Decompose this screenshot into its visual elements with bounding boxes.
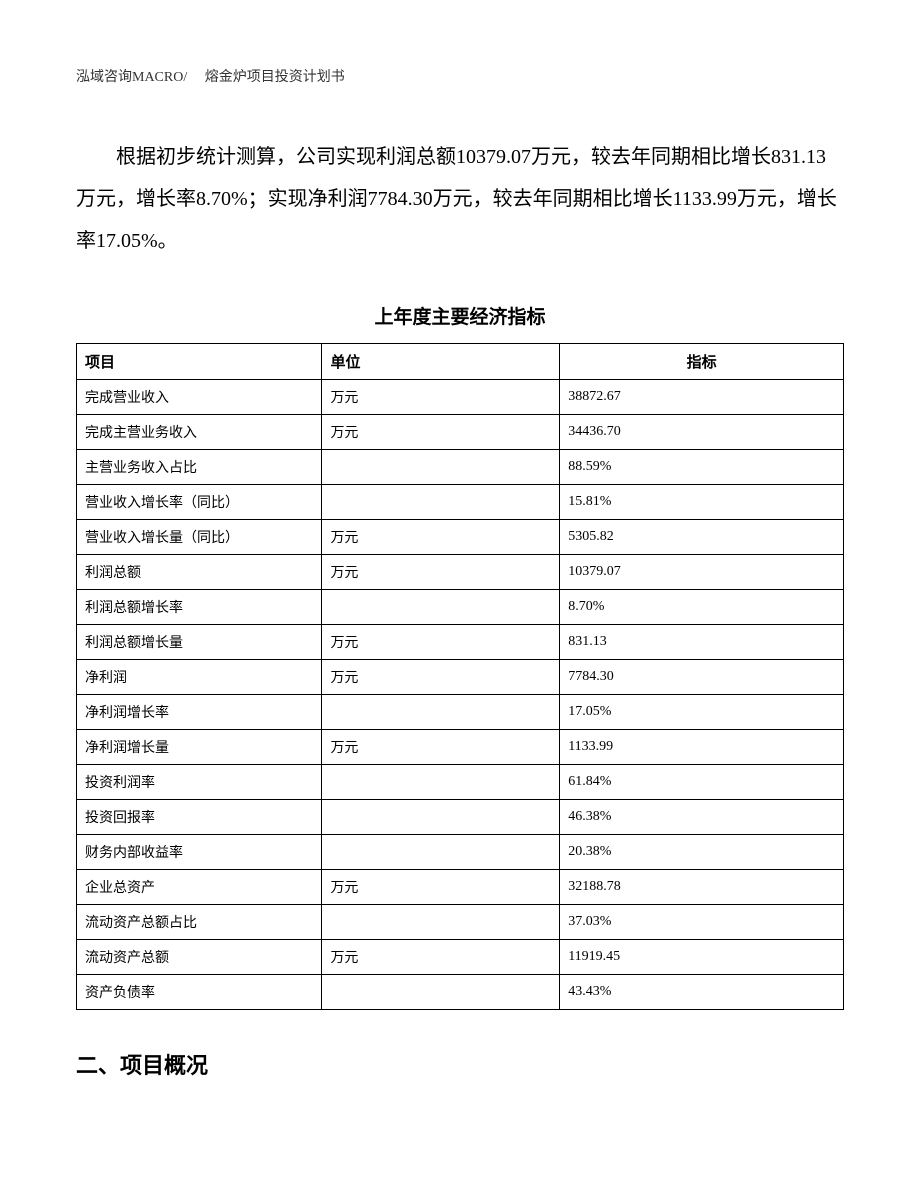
table-cell <box>322 590 560 625</box>
table-cell: 34436.70 <box>560 415 844 450</box>
table-row: 企业总资产万元32188.78 <box>77 870 844 905</box>
table-header-row: 项目 单位 指标 <box>77 344 844 380</box>
table-cell: 8.70% <box>560 590 844 625</box>
table-cell: 10379.07 <box>560 555 844 590</box>
table-cell: 万元 <box>322 730 560 765</box>
table-cell: 营业收入增长量（同比） <box>77 520 322 555</box>
table-cell: 主营业务收入占比 <box>77 450 322 485</box>
economic-indicators-table: 项目 单位 指标 完成营业收入万元38872.67完成主营业务收入万元34436… <box>76 343 844 1010</box>
section-heading: 二、项目概况 <box>76 1048 844 1080</box>
table-cell: 企业总资产 <box>77 870 322 905</box>
table-row: 净利润增长率 17.05% <box>77 695 844 730</box>
table-row: 净利润增长量万元1133.99 <box>77 730 844 765</box>
table-cell: 5305.82 <box>560 520 844 555</box>
table-header-cell: 项目 <box>77 344 322 380</box>
table-row: 财务内部收益率 20.38% <box>77 835 844 870</box>
table-title: 上年度主要经济指标 <box>76 302 844 329</box>
table-cell: 营业收入增长率（同比） <box>77 485 322 520</box>
table-row: 完成营业收入万元38872.67 <box>77 380 844 415</box>
table-row: 主营业务收入占比 88.59% <box>77 450 844 485</box>
table-cell: 净利润 <box>77 660 322 695</box>
table-row: 营业收入增长率（同比） 15.81% <box>77 485 844 520</box>
table-cell: 流动资产总额占比 <box>77 905 322 940</box>
table-cell: 11919.45 <box>560 940 844 975</box>
page-header: 泓域咨询MACRO/ 熔金炉项目投资计划书 <box>76 66 844 86</box>
table-cell: 利润总额增长率 <box>77 590 322 625</box>
table-cell: 46.38% <box>560 800 844 835</box>
table-cell <box>322 905 560 940</box>
table-cell: 万元 <box>322 870 560 905</box>
table-cell <box>322 450 560 485</box>
table-cell <box>322 975 560 1010</box>
table-cell: 831.13 <box>560 625 844 660</box>
table-cell: 利润总额增长量 <box>77 625 322 660</box>
table-cell: 万元 <box>322 625 560 660</box>
table-row: 投资回报率 46.38% <box>77 800 844 835</box>
table-cell: 20.38% <box>560 835 844 870</box>
table-cell: 资产负债率 <box>77 975 322 1010</box>
table-cell: 财务内部收益率 <box>77 835 322 870</box>
table-cell: 流动资产总额 <box>77 940 322 975</box>
table-cell: 61.84% <box>560 765 844 800</box>
table-row: 投资利润率 61.84% <box>77 765 844 800</box>
table-row: 流动资产总额占比 37.03% <box>77 905 844 940</box>
table-row: 营业收入增长量（同比）万元5305.82 <box>77 520 844 555</box>
table-cell: 万元 <box>322 380 560 415</box>
table-cell: 净利润增长量 <box>77 730 322 765</box>
table-row: 完成主营业务收入万元34436.70 <box>77 415 844 450</box>
table-cell: 万元 <box>322 660 560 695</box>
table-cell: 1133.99 <box>560 730 844 765</box>
table-cell: 43.43% <box>560 975 844 1010</box>
table-row: 净利润万元7784.30 <box>77 660 844 695</box>
table-cell: 万元 <box>322 520 560 555</box>
table-row: 利润总额增长率 8.70% <box>77 590 844 625</box>
table-cell <box>322 765 560 800</box>
table-cell: 万元 <box>322 415 560 450</box>
table-cell: 17.05% <box>560 695 844 730</box>
table-cell: 净利润增长率 <box>77 695 322 730</box>
table-cell: 15.81% <box>560 485 844 520</box>
table-cell <box>322 835 560 870</box>
table-cell <box>322 800 560 835</box>
table-cell: 万元 <box>322 940 560 975</box>
table-cell: 投资利润率 <box>77 765 322 800</box>
table-cell: 投资回报率 <box>77 800 322 835</box>
table-cell <box>322 485 560 520</box>
table-cell <box>322 695 560 730</box>
table-row: 流动资产总额万元11919.45 <box>77 940 844 975</box>
table-cell: 38872.67 <box>560 380 844 415</box>
table-cell: 万元 <box>322 555 560 590</box>
table-row: 资产负债率 43.43% <box>77 975 844 1010</box>
table-header-cell: 指标 <box>560 344 844 380</box>
table-cell: 利润总额 <box>77 555 322 590</box>
table-cell: 88.59% <box>560 450 844 485</box>
body-paragraph: 根据初步统计测算，公司实现利润总额10379.07万元，较去年同期相比增长831… <box>76 136 844 262</box>
table-cell: 7784.30 <box>560 660 844 695</box>
table-cell: 32188.78 <box>560 870 844 905</box>
table-row: 利润总额增长量万元831.13 <box>77 625 844 660</box>
table-cell: 37.03% <box>560 905 844 940</box>
table-cell: 完成主营业务收入 <box>77 415 322 450</box>
table-row: 利润总额万元10379.07 <box>77 555 844 590</box>
table-cell: 完成营业收入 <box>77 380 322 415</box>
table-header-cell: 单位 <box>322 344 560 380</box>
